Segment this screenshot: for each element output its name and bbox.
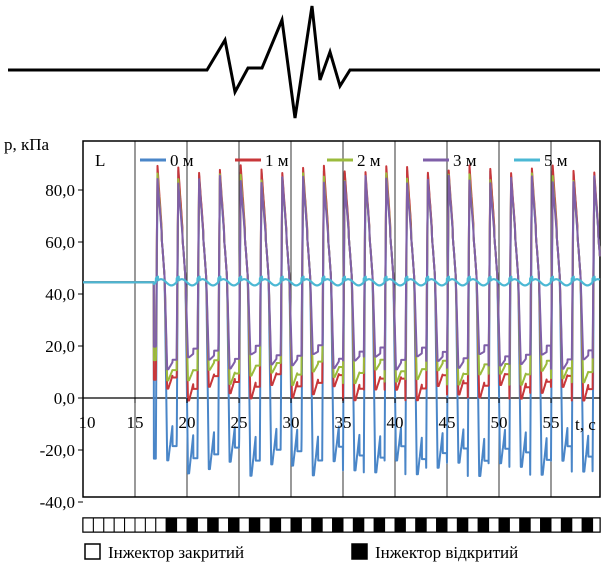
strip-cell: [186, 517, 198, 533]
legend-marker-text: L: [95, 151, 105, 170]
legend: L 0 м 1 м 2 м 3 м 5 м: [95, 151, 568, 170]
strip-cell: [238, 517, 250, 533]
strip-cell: [155, 517, 167, 533]
strip-cell: [384, 517, 396, 533]
strip-cell: [404, 517, 417, 533]
y-tick-label: 40,0: [45, 285, 75, 304]
open-swatch: [351, 543, 368, 560]
strip-cell: [290, 517, 302, 533]
pulse-waveform-icon: [8, 5, 600, 119]
closed-swatch: [84, 543, 101, 560]
strip-cell: [488, 517, 500, 533]
strip-cell: [508, 517, 521, 533]
strip-cell: [176, 517, 188, 533]
strip-cell: [498, 517, 510, 533]
x-tick-label: 20: [179, 413, 196, 432]
strip-cell: [248, 517, 261, 533]
strip-cell: [581, 517, 594, 533]
strip-cell: [446, 517, 458, 533]
series-line: [82, 275, 601, 287]
strip-cell: [425, 517, 438, 533]
strip-cell: [467, 517, 479, 533]
strip-cell: [456, 517, 469, 533]
strip-cell: [342, 517, 354, 533]
strip-cell: [217, 517, 230, 533]
strip-cell: [352, 517, 365, 533]
y-tick-label: 80,0: [45, 181, 75, 200]
strip-cell: [592, 517, 601, 533]
strip-cell: [477, 517, 490, 533]
strip-cell: [363, 517, 375, 533]
x-axis-label: t, с: [575, 415, 596, 434]
strip-cell: [519, 517, 531, 533]
legend-label: 3 м: [453, 151, 477, 170]
injector-closed-label: Інжектор закритий: [108, 543, 244, 562]
y-tick-label: 20,0: [45, 337, 75, 356]
strip-cell: [124, 517, 136, 533]
y-tick-label: 60,0: [45, 233, 75, 252]
x-tick-label: 50: [491, 413, 508, 432]
strip-cell: [113, 517, 126, 533]
plot-area: [82, 140, 601, 498]
strip-cell: [373, 517, 386, 533]
strip-cell: [134, 517, 146, 533]
grid-lines: [83, 141, 600, 497]
injector-open-label: Інжектор відкритий: [375, 543, 518, 562]
strip-cell: [529, 517, 542, 533]
strip-cell: [165, 517, 178, 533]
legend-label: 1 м: [265, 151, 289, 170]
x-tick-label: 55: [543, 413, 560, 432]
strip-cell: [280, 517, 292, 533]
strip-cell: [311, 517, 323, 533]
y-tick-label: 0,0: [54, 389, 75, 408]
strip-cell: [394, 517, 406, 533]
series-line: [82, 174, 601, 371]
x-tick-label: 35: [335, 413, 352, 432]
x-tick-label: 10: [79, 413, 96, 432]
y-axis-label: p, кПа: [4, 135, 50, 154]
strip-cell: [332, 517, 344, 533]
axis-layer: -40,0 -20,0 0,0 20,0 40,0 60,0 80,0 10 15 20 25 30 3…: [40, 181, 560, 512]
strip-cell: [144, 517, 157, 533]
strip-cell: [196, 517, 209, 533]
x-tick-label: 30: [283, 413, 300, 432]
x-tick-label: 15: [127, 413, 144, 432]
strip-cell: [550, 517, 562, 533]
strip-cell: [228, 517, 240, 533]
series-layer: [82, 164, 601, 477]
injector-state-strip: [82, 517, 601, 533]
strip-cell: [92, 517, 105, 533]
strip-cell: [436, 517, 448, 533]
legend-label: 2 м: [357, 151, 381, 170]
x-tick-label: 40: [387, 413, 404, 432]
y-tick-label: -40,0: [40, 493, 75, 512]
strip-cell: [300, 517, 313, 533]
strip-cell: [259, 517, 271, 533]
strip-cell: [207, 517, 219, 533]
legend-label: 5 м: [544, 151, 568, 170]
strip-cell: [103, 517, 115, 533]
strip-cell: [321, 517, 334, 533]
y-tick-label: -20,0: [40, 441, 75, 460]
strip-cell: [571, 517, 583, 533]
x-tick-label: 45: [439, 413, 456, 432]
strip-cell: [269, 517, 282, 533]
x-tick-label: 25: [231, 413, 248, 432]
legend-label: 0 м: [170, 151, 194, 170]
strip-cell: [82, 517, 94, 533]
strip-cell: [415, 517, 427, 533]
strip-cell: [560, 517, 573, 533]
strip-cell: [540, 517, 552, 533]
injector-legend: Інжектор закритий Інжектор відкритий: [84, 543, 518, 562]
